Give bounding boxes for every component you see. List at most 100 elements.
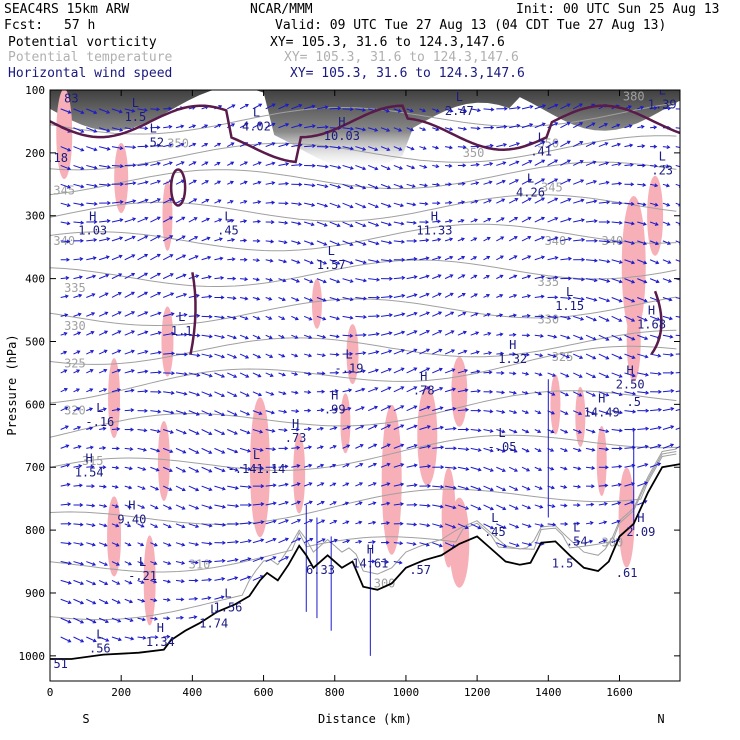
wind-vector-head [567,159,571,164]
wind-vector [175,391,187,395]
wind-vector-head [578,392,583,397]
wind-vector [675,371,680,374]
wind-vector-head [256,277,260,282]
wind-vector [98,542,108,547]
wind-vector [252,521,264,525]
wind-vector [508,485,518,491]
wind-vector [355,370,366,374]
wind-vector [304,202,315,206]
wind-vector [457,447,469,450]
wind-vector [252,142,262,148]
wind-vector [329,445,337,449]
wind-vector-head [670,407,675,411]
wind-vector-head [476,126,481,131]
wind-vector-head [336,316,341,321]
wind-vector [637,391,649,394]
wind-vector [611,278,623,283]
wind-vector-head [184,332,188,337]
extremum-marker: L [96,401,103,415]
wind-vector [419,311,430,317]
wind-vector-head [486,312,491,317]
wind-vector-head [424,183,428,188]
wind-vector-head [630,221,635,226]
wind-vector-head [427,464,432,469]
wind-vector [508,142,520,148]
wind-vector [124,561,132,566]
wind-vector-head [296,482,301,487]
wind-vector-head [617,501,622,506]
wind-vector-head [285,181,290,186]
wind-vector-head [93,219,98,224]
wind-vector-head [78,275,83,280]
extremum-value: .73 [285,431,307,445]
wind-vector-head [554,122,559,126]
wind-vector-head [683,425,686,428]
wind-vector [86,598,96,605]
wind-vector [368,369,379,374]
wind-vector [98,598,108,604]
theta-label: 315 [82,454,104,468]
wind-vector-head [422,146,427,150]
pv-contour [169,168,187,207]
theta-contour [50,345,677,404]
wind-vector-head [579,160,584,164]
wind-vector [368,502,376,506]
wind-vector-head [257,180,262,185]
wind-vector [662,146,670,148]
wind-vector-head [102,407,107,412]
wind-vector-head [323,260,328,265]
wind-vector [419,127,426,131]
wind-vector-head [374,166,379,171]
wind-vector-head [631,279,636,284]
wind-vector-head [64,425,69,430]
wind-vector [406,349,417,355]
wind-vector [598,372,609,378]
wind-vector-head [474,312,479,317]
wind-vector [99,485,106,488]
wind-vector [650,372,661,375]
wind-vector [432,446,444,449]
wind-vector [98,292,109,298]
wind-vector [111,598,121,604]
wind-vector [111,466,119,469]
wind-vector-head [285,103,290,108]
wind-vector-head [436,201,441,206]
wind-vector-head [579,122,584,126]
wind-vector-head [294,353,299,358]
wind-vector-head [281,372,286,377]
wind-vector [111,617,121,623]
wind-vector [303,501,313,506]
wind-vector [406,293,417,298]
wind-vector-head [103,542,108,547]
wind-vector [329,390,338,393]
wind-vector-head [320,408,325,413]
wind-vector [175,372,187,375]
wind-vector [585,522,593,525]
wind-vector [265,334,273,339]
wind-vector-head [166,616,171,621]
wind-vector-head [605,374,610,379]
wind-vector [547,237,558,242]
wind-vector-head [386,521,391,526]
wind-vector-head [537,410,542,415]
wind-vector [162,235,173,242]
wind-vector [521,410,529,414]
wind-vector-head [527,255,532,259]
wind-vector [342,389,352,393]
wind-vector [99,427,106,431]
wind-vector [521,178,532,185]
wind-vector [432,127,439,131]
wind-vector-head [541,122,546,127]
wind-vector-head [80,147,85,152]
wind-vector [521,523,531,528]
wind-vector [598,162,609,166]
wind-vector [483,199,492,204]
wind-vector-head [422,108,427,113]
wind-vector-head [550,429,555,434]
wind-vector [521,275,531,280]
wind-vector [419,504,430,507]
wind-vector [137,108,148,111]
wind-vector [624,334,635,341]
wind-vector [239,181,248,185]
wind-vector [509,106,520,110]
